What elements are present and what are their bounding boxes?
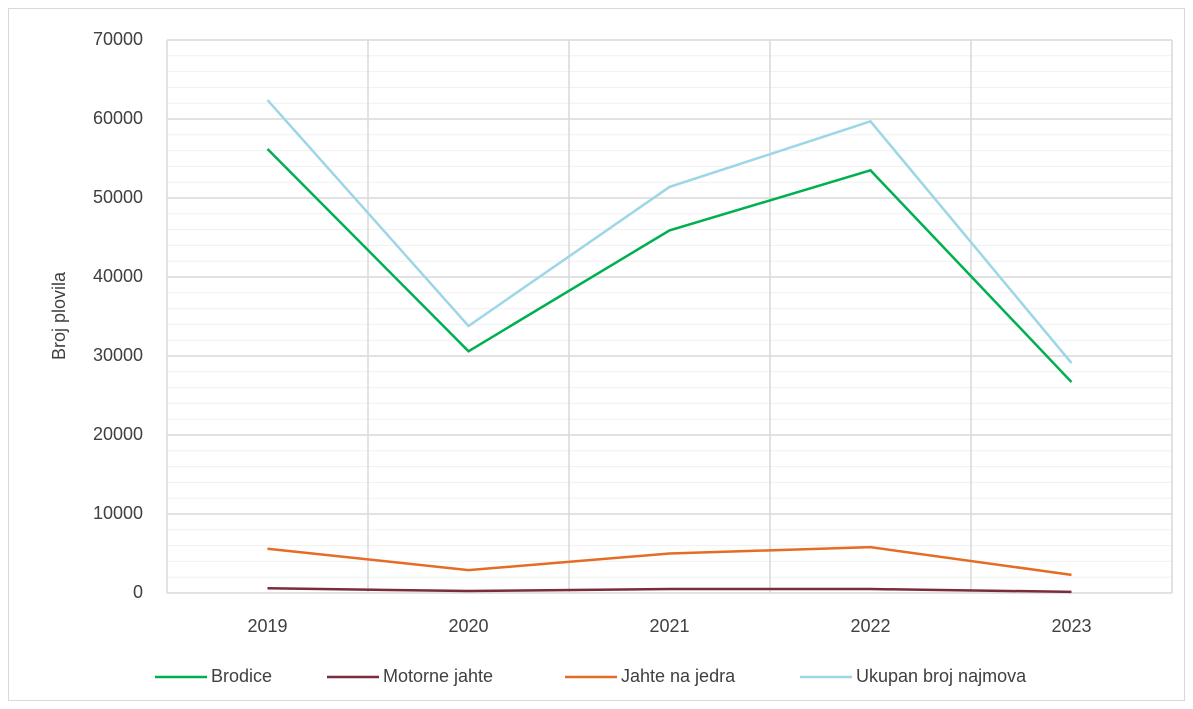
y-tick-label: 70000 (93, 29, 143, 49)
series-line (267, 587, 1072, 594)
x-tick-label: 2019 (247, 616, 287, 636)
series-line (267, 545, 1072, 577)
y-tick-label: 50000 (93, 187, 143, 207)
legend-label: Brodice (211, 666, 272, 686)
legend-label: Jahte na jedra (621, 666, 736, 686)
chart-frame (8, 8, 1185, 701)
x-tick-label: 2021 (649, 616, 689, 636)
series-line (266, 148, 1073, 383)
y-tick-label: 40000 (93, 266, 143, 286)
y-tick-label: 60000 (93, 108, 143, 128)
x-tick-label: 2022 (850, 616, 890, 636)
legend-label: Ukupan broj najmova (856, 666, 1027, 686)
y-tick-label: 0 (133, 582, 143, 602)
legend-label: Motorne jahte (383, 666, 493, 686)
series-line (266, 99, 1073, 364)
y-tick-label: 20000 (93, 424, 143, 444)
y-tick-label: 10000 (93, 503, 143, 523)
y-tick-label: 30000 (93, 345, 143, 365)
x-tick-label: 2023 (1051, 616, 1091, 636)
x-tick-label: 2020 (448, 616, 488, 636)
y-axis-label: Broj plovila (49, 271, 69, 360)
